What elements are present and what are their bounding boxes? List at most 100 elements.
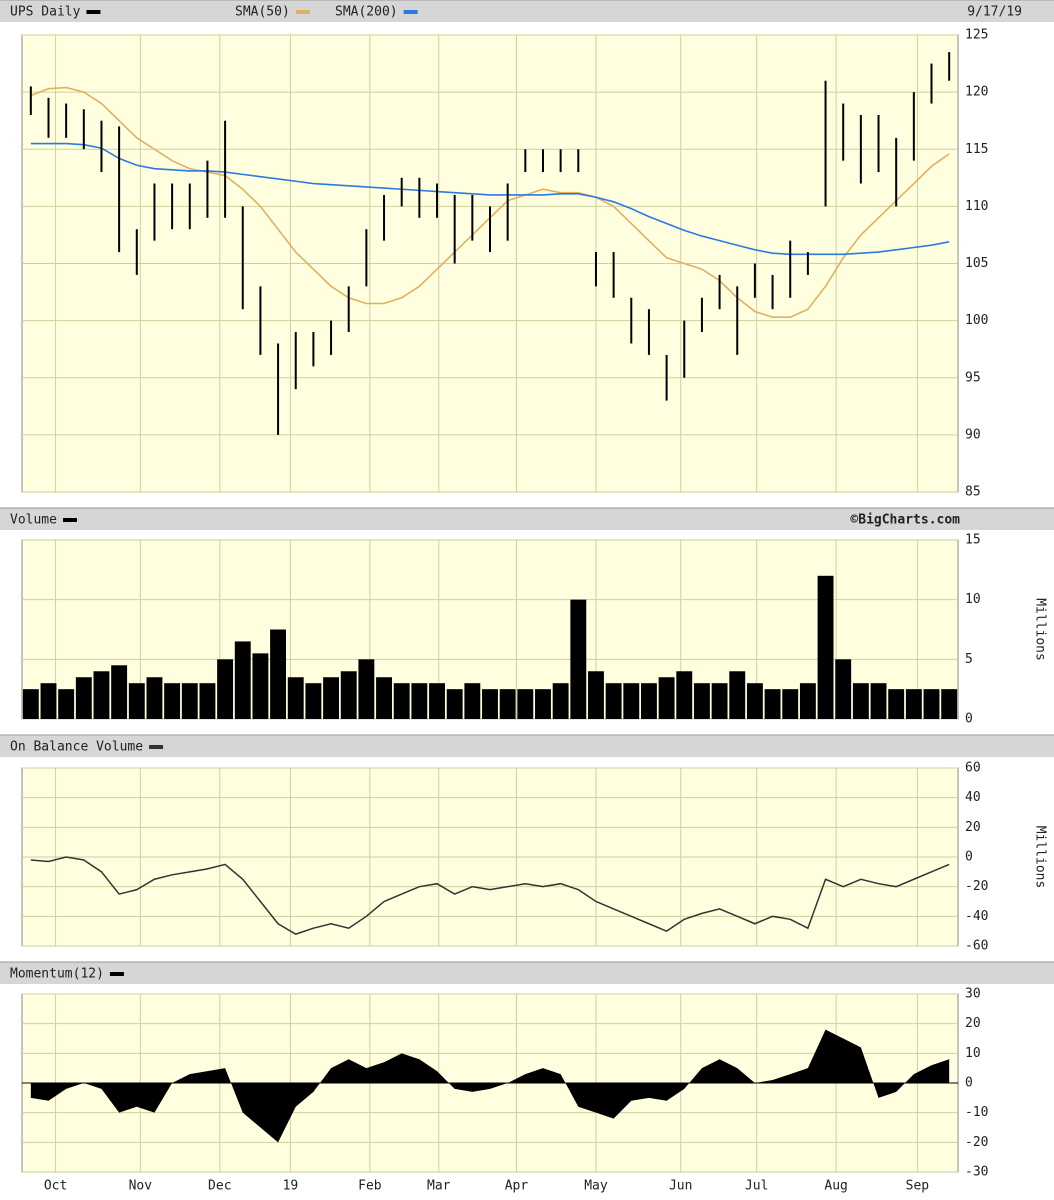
volume-bar (623, 683, 640, 719)
volume-bar (128, 683, 145, 719)
panel-header (0, 962, 1054, 984)
panel-header (0, 735, 1054, 757)
y-tick-label: -20 (965, 879, 988, 894)
volume-bar (817, 575, 834, 719)
volume-bar (93, 671, 110, 719)
y-tick-label: 60 (965, 761, 981, 776)
y-tick-label: -30 (965, 1165, 988, 1180)
panel-title: On Balance Volume (10, 740, 143, 755)
volume-bar (517, 689, 534, 719)
y-tick-label: 10 (965, 1046, 981, 1061)
volume-bar (287, 677, 304, 719)
volume-bar (570, 599, 587, 719)
y-tick-label: 10 (965, 592, 981, 607)
volume-bar (411, 683, 428, 719)
volume-bar (340, 671, 357, 719)
volume-bar (552, 683, 569, 719)
volume-bar (464, 683, 481, 719)
panel-title: UPS Daily (10, 5, 81, 20)
legend-swatch (86, 10, 101, 14)
y-tick-label: 125 (965, 28, 988, 43)
volume-bar (217, 659, 234, 719)
volume-bar (782, 689, 799, 719)
y-tick-label: 105 (965, 256, 988, 271)
y-tick-label: 5 (965, 652, 973, 667)
y-tick-label: 115 (965, 142, 988, 157)
y-tick-label: 100 (965, 313, 988, 328)
volume-bar (40, 683, 57, 719)
y-tick-label: 85 (965, 485, 981, 500)
y-tick-label: -40 (965, 909, 988, 924)
volume-bar (799, 683, 816, 719)
volume-bar (746, 683, 763, 719)
volume-bar (270, 629, 287, 719)
y-tick-label: 95 (965, 370, 981, 385)
volume-bar (111, 665, 128, 719)
legend-label: SMA(200) (335, 5, 398, 20)
volume-bar (146, 677, 163, 719)
legend-swatch (109, 972, 124, 976)
volume-bar (75, 677, 92, 719)
x-tick-label: Aug (824, 1179, 847, 1194)
y-tick-label: -10 (965, 1105, 988, 1120)
volume-bar (234, 641, 251, 719)
x-tick-label: Jul (745, 1179, 768, 1194)
volume-bar (199, 683, 216, 719)
volume-bar (305, 683, 322, 719)
panel-header (0, 508, 1054, 530)
y-tick-label: 0 (965, 850, 973, 865)
volume-bar (323, 677, 340, 719)
x-tick-label: Apr (505, 1179, 529, 1194)
volume-bar (676, 671, 693, 719)
x-tick-label: Oct (44, 1179, 67, 1194)
x-tick-label: May (584, 1179, 608, 1194)
x-tick-label: Feb (358, 1179, 382, 1194)
y-tick-label: 120 (965, 85, 988, 100)
volume-bar (605, 683, 622, 719)
obv-line (30, 856, 950, 935)
volume-bar (446, 689, 463, 719)
y-tick-label: 0 (965, 1076, 973, 1091)
volume-bar (640, 683, 657, 719)
y-tick-label: 30 (965, 987, 981, 1002)
x-tick-label: Mar (427, 1179, 451, 1194)
y-tick-label: 110 (965, 199, 988, 214)
volume-bar (923, 689, 940, 719)
legend-swatch (403, 10, 418, 14)
volume-bar (181, 683, 198, 719)
y-tick-label: 20 (965, 820, 981, 835)
y-tick-label: 90 (965, 427, 981, 442)
sma-line (30, 142, 950, 256)
panel-header (0, 0, 1054, 22)
source-label: ©BigCharts.com (850, 513, 960, 528)
chart-date: 9/17/19 (967, 5, 1022, 20)
volume-bar (693, 683, 710, 719)
volume-bar (888, 689, 905, 719)
volume-bar (164, 683, 181, 719)
volume-bar (729, 671, 746, 719)
volume-bar (58, 689, 75, 719)
volume-bar (535, 689, 551, 719)
x-tick-label: Sep (906, 1179, 930, 1194)
volume-bar (482, 689, 498, 719)
x-tick-label: Jun (669, 1179, 692, 1194)
volume-bar (711, 683, 728, 719)
volume-bar (905, 689, 922, 719)
volume-bar (22, 689, 39, 719)
x-tick-label: Dec (208, 1179, 231, 1194)
y-axis-label: Millions (1033, 598, 1048, 661)
y-tick-label: -20 (965, 1135, 988, 1150)
legend-swatch (295, 10, 310, 14)
legend-swatch (62, 518, 77, 522)
panel-title: Volume (10, 513, 57, 528)
volume-bar (376, 677, 392, 719)
volume-bar (429, 683, 445, 719)
y-tick-label: 15 (965, 533, 981, 548)
volume-bar (835, 659, 852, 719)
legend-label: SMA(50) (235, 5, 290, 20)
volume-bar (764, 689, 781, 719)
volume-bar (358, 659, 375, 719)
volume-bar (941, 689, 958, 719)
panel-title: Momentum(12) (10, 967, 104, 982)
